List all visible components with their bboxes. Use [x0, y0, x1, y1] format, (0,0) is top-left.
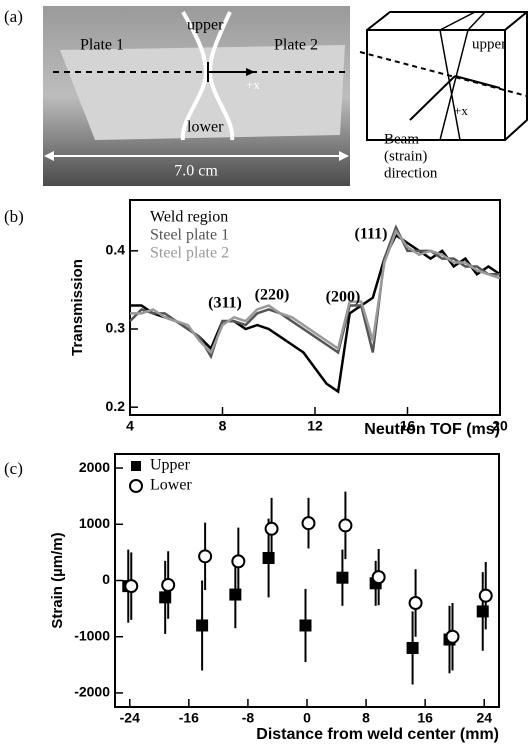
photo-label: Plate 2: [274, 37, 318, 54]
y-tick-label: 0.3: [106, 320, 126, 336]
x-tick-label: 16: [400, 418, 416, 434]
marker: [229, 588, 242, 601]
y-tick-label: 0: [102, 571, 110, 587]
arrowhead: [339, 151, 349, 161]
x-tick-label: 12: [307, 418, 323, 434]
x-tick-label: 16: [417, 710, 433, 726]
x-tick-label: -24: [120, 710, 140, 726]
diagram-label: +x: [454, 103, 468, 118]
marker: [159, 591, 172, 604]
panel-label: (a): [4, 7, 23, 26]
arrowhead: [44, 151, 54, 161]
x-axis-label: Neutron TOF (ms): [364, 421, 500, 438]
x-tick-label: 8: [362, 710, 370, 726]
x-tick-label: 0: [303, 710, 311, 726]
marker: [371, 570, 386, 585]
legend-entry: Upper: [150, 457, 191, 474]
photo-label: lower: [187, 119, 224, 136]
panel-label: (c): [4, 459, 23, 478]
annotation: (220): [255, 287, 290, 304]
legend-marker: [131, 461, 141, 471]
legend-entry: Steel plate 1: [150, 227, 229, 244]
photo-label: upper: [187, 17, 224, 34]
marker: [478, 588, 493, 603]
y-tick-label: 1000: [79, 515, 110, 531]
y-axis-label: Transmission: [69, 259, 86, 356]
arrowhead: [246, 68, 255, 76]
y-tick-label: -1000: [74, 627, 110, 643]
annotation: (111): [355, 226, 388, 243]
legend-entry: Weld region: [150, 209, 228, 226]
marker: [336, 571, 349, 584]
marker: [445, 629, 460, 644]
x-tick-label: 4: [126, 418, 134, 434]
x-tick-label: 20: [492, 418, 508, 434]
x-tick-label: -8: [242, 710, 255, 726]
panel-label: (b): [4, 207, 24, 226]
y-tick-label: 2000: [79, 459, 110, 475]
marker: [161, 577, 176, 592]
x-tick-label: 24: [476, 710, 492, 726]
marker: [198, 549, 213, 564]
diagram: [359, 11, 528, 141]
marker: [406, 641, 419, 654]
scale-label: 7.0 cm: [174, 163, 218, 180]
y-tick-label: -2000: [74, 684, 110, 700]
x-tick-label: -16: [179, 710, 199, 726]
marker: [231, 554, 246, 569]
series-line: [130, 228, 501, 355]
diagram-label: (strain): [384, 148, 427, 164]
x-tick-label: 8: [219, 418, 227, 434]
annotation: (200): [326, 289, 361, 306]
marker: [338, 518, 353, 533]
marker: [299, 619, 312, 632]
annotation: (311): [208, 295, 242, 312]
marker: [262, 552, 275, 565]
diagram-label: upper: [472, 36, 506, 52]
marker: [196, 619, 209, 632]
marker: [124, 579, 139, 594]
marker: [408, 595, 423, 610]
y-tick-label: 0.4: [106, 242, 126, 258]
marker: [264, 521, 279, 536]
marker: [476, 605, 489, 618]
x-axis-label: Distance from weld center (mm): [256, 726, 499, 743]
y-axis-label: Strain (µm/m): [49, 532, 66, 628]
photo-label: Plate 1: [80, 37, 124, 54]
legend-entry: Lower: [150, 477, 192, 494]
legend-entry: Steel plate 2: [150, 245, 229, 262]
diagram-label: Beam: [384, 131, 419, 147]
legend-marker: [129, 479, 143, 493]
photo-label: +x: [246, 77, 260, 92]
y-tick-label: 0.2: [106, 398, 126, 414]
diagram-label: direction: [384, 165, 438, 181]
marker: [301, 516, 316, 531]
